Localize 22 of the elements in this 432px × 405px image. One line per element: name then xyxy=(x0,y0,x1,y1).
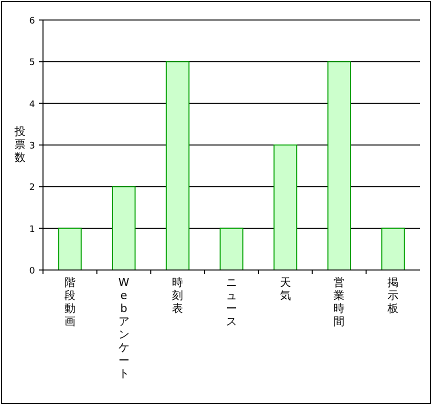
x-tick-label: 営業時間 xyxy=(334,276,345,328)
bar xyxy=(220,228,244,270)
x-tick-label: ニュース xyxy=(226,276,237,328)
x-tick-label: 掲示板 xyxy=(386,276,399,315)
bar xyxy=(327,61,352,270)
y-tick-label: 0 xyxy=(29,266,36,276)
y-axis-title: 投票数 xyxy=(14,125,26,164)
x-tick-label: 時刻表 xyxy=(172,276,184,315)
bar xyxy=(166,61,190,270)
bar xyxy=(274,144,298,270)
y-tick-label: 1 xyxy=(29,224,35,235)
bar xyxy=(112,186,136,270)
bar xyxy=(381,228,405,270)
x-tick-label: 階段動画 xyxy=(64,276,76,328)
y-tick-label: 3 xyxy=(29,142,35,152)
y-tick-label: 4 xyxy=(29,100,36,110)
bar xyxy=(58,228,82,270)
x-tick-label: 天気 xyxy=(280,276,291,302)
x-tick-label: Webアンケート xyxy=(118,276,130,380)
y-tick-label: 5 xyxy=(29,58,35,68)
y-tick-label: 2 xyxy=(29,183,35,194)
y-tick-label: 6 xyxy=(29,16,36,26)
